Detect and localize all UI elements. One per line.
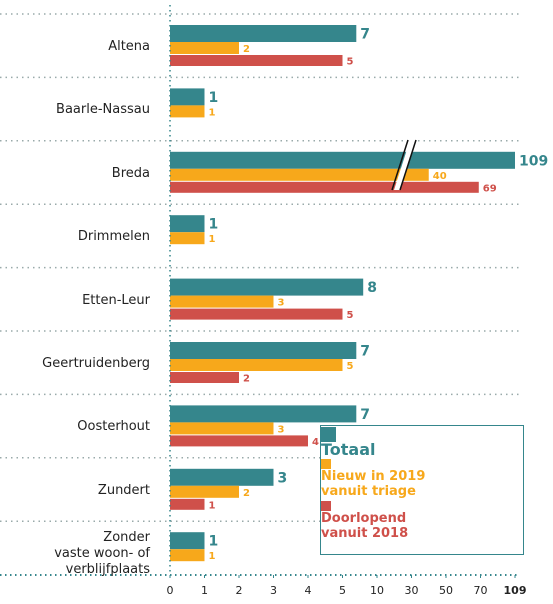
value-label: 1 [209,534,219,550]
x-tick-label: 0 [167,584,174,597]
category-label: Zundert [97,482,150,498]
x-tick-label: 3 [270,584,277,597]
category-label: Altena [108,39,150,54]
value-label: 5 [347,310,354,321]
value-label: 40 [433,171,447,182]
legend-label: Doorlopend vanuit 2018 [321,511,409,541]
category-label: Etten-Leur [82,292,150,308]
x-tick-label: 10 [370,584,384,597]
category-label: Zonder vaste woon- of verblijfplaats [54,530,150,578]
legend-label: Nieuw in 2019 vanuit triage [321,469,426,499]
value-label: 7 [360,27,370,43]
x-tick-label: 2 [236,584,243,597]
bar [170,405,357,423]
value-label: 1 [209,217,219,233]
x-tick-label: 5 [339,584,346,597]
bar [170,105,205,118]
bar [170,308,343,320]
value-label: 3 [278,470,288,486]
bar [170,372,239,383]
bar [170,549,205,562]
bar [170,88,205,106]
legend-item: Nieuw in 2019 vanuit triage [321,459,523,499]
bar [170,151,515,169]
value-label: 1 [209,107,216,118]
x-tick-label: 4 [305,584,312,597]
value-label: 5 [347,361,354,372]
bar [170,295,274,308]
x-tick-label: 109 [504,584,527,597]
value-label: 2 [243,374,250,385]
legend: Totaal Nieuw in 2019 vanuit triage Doorlop… [320,425,524,555]
value-label: 3 [278,424,285,435]
category-label: Drimmelen [77,229,150,245]
value-label: 1 [209,551,216,562]
category-label: Geertruidenberg [42,356,150,371]
legend-item: Totaal [321,427,523,459]
value-label: 1 [209,500,216,511]
x-tick-label: 70 [474,584,488,597]
bar [170,55,343,66]
bar [170,359,343,371]
category-label: Baarle-Nassau [56,102,150,118]
axis-break [391,139,417,191]
bar [170,435,308,447]
x-tick-label: 50 [439,584,453,597]
bar [170,532,205,550]
value-label: 1 [209,90,219,106]
bar [170,215,205,233]
bar [170,278,364,296]
value-label: 4 [312,437,319,448]
bar [170,342,357,359]
x-tick-label: 1 [201,584,208,597]
value-label: 109 [519,153,548,169]
x-tick-label: 30 [405,584,419,597]
value-label: 8 [367,280,377,296]
legend-swatch [321,501,331,511]
legend-swatch [321,427,336,442]
bar [170,42,239,54]
value-label: 7 [360,407,370,423]
legend-item: Doorlopend vanuit 2018 [321,501,523,541]
value-label: 1 [209,234,216,245]
bar [170,232,205,245]
legend-label: Totaal [321,440,376,459]
category-label: Oosterhout [77,419,150,435]
bar [170,181,479,193]
value-label: 2 [243,488,250,499]
legend-swatch [321,459,331,469]
value-label: 3 [278,298,285,309]
bar [170,25,357,42]
value-label: 5 [347,57,354,68]
bar [170,422,274,435]
value-label: 2 [243,44,250,55]
bar [170,485,239,498]
bar [170,498,205,510]
bar [170,168,429,181]
category-label: Breda [111,165,150,181]
bar [170,468,274,486]
value-label: 7 [360,344,370,360]
value-label: 69 [483,183,497,194]
